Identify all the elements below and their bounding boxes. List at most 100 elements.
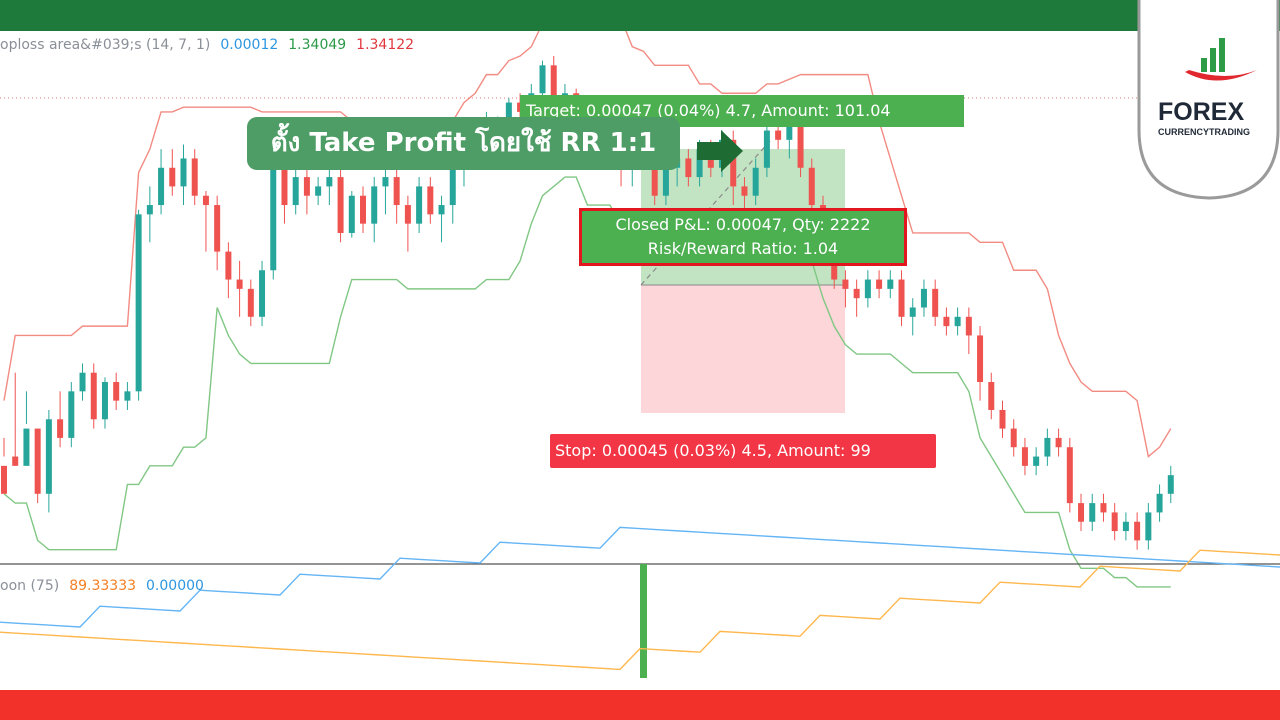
candle-body <box>1145 512 1152 541</box>
candle-body <box>1167 475 1174 494</box>
candle-body <box>999 409 1006 429</box>
candle-body <box>113 382 120 401</box>
candle-body <box>45 419 52 494</box>
candle-body <box>786 121 793 140</box>
closed-pnl-box: Closed P&L: 0.00047, Qty: 2222 Risk/Rewa… <box>579 208 907 266</box>
candle-body <box>651 149 658 196</box>
candle-body <box>348 195 355 233</box>
candle-body <box>404 205 411 224</box>
candle-body <box>371 186 378 224</box>
candle-body <box>281 167 288 206</box>
candle-body <box>1156 493 1163 513</box>
bottom-indicator-value-2: 0.00000 <box>146 578 204 594</box>
candle-body <box>180 158 187 187</box>
upper-band-line <box>3 31 1172 458</box>
top-banner <box>0 0 1280 31</box>
candle-body <box>1111 512 1118 532</box>
candle-body <box>337 177 344 233</box>
candle-body <box>864 279 871 299</box>
candle-body <box>1055 437 1062 448</box>
candle-body <box>12 456 19 466</box>
candle-body <box>550 65 557 103</box>
candle-body <box>730 139 737 187</box>
candle-body <box>1010 428 1017 448</box>
candle-body <box>158 167 165 206</box>
candle-body <box>146 205 153 215</box>
candle-body <box>416 186 423 224</box>
candle-body <box>303 177 310 196</box>
candle-body <box>90 372 97 420</box>
candle-body <box>34 428 41 494</box>
candle-body <box>920 288 927 308</box>
candle-body <box>977 335 984 383</box>
candle-body <box>315 186 322 196</box>
candle-body <box>225 251 232 280</box>
candle-body <box>752 167 759 196</box>
candle-body <box>169 167 176 187</box>
candle-body <box>965 316 972 336</box>
price-chart[interactable] <box>0 31 1280 690</box>
candle-body <box>932 288 939 317</box>
candle-body <box>505 102 512 122</box>
candle-body <box>57 419 64 438</box>
candle-body <box>876 279 883 289</box>
closed-pnl-line: Closed P&L: 0.00047, Qty: 2222 <box>615 215 871 234</box>
candle-body <box>685 158 692 178</box>
candle-body <box>214 205 221 252</box>
candle-body <box>1100 503 1107 513</box>
candle-body <box>539 65 546 94</box>
candle-body <box>382 177 389 187</box>
candle-body <box>1122 521 1129 532</box>
candle-body <box>1066 447 1073 504</box>
stop-zone <box>641 285 845 413</box>
oscillator-orange-line <box>0 549 1280 671</box>
candle-body <box>887 279 894 289</box>
top-indicator-value-2: 1.34049 <box>288 37 347 53</box>
candle-body <box>909 307 916 317</box>
top-indicator-name: oploss area&#039;s (14, 7, 1) <box>0 37 211 53</box>
candle-body <box>326 177 333 187</box>
candle-body <box>954 316 961 327</box>
candle-body <box>79 372 86 392</box>
candle-body <box>797 121 804 168</box>
arrow-right-icon <box>697 130 743 172</box>
candle-body <box>763 130 770 168</box>
candle-body <box>1089 503 1096 522</box>
candle-body <box>1 465 7 494</box>
candle-body <box>427 186 434 215</box>
candle-body <box>1021 447 1028 466</box>
oscillator-blue-line <box>0 526 1280 628</box>
candle-body <box>202 195 209 206</box>
candle-body <box>898 279 905 317</box>
candle-body <box>853 288 860 299</box>
bottom-indicator-legend: oon (75) 89.33333 0.00000 <box>0 578 214 594</box>
risk-reward-line: Risk/Reward Ratio: 1.04 <box>647 239 839 258</box>
candle-body <box>360 195 367 224</box>
logo-subtitle: CURRENCYTRADING <box>1158 127 1250 137</box>
candle-body <box>696 149 703 178</box>
candle-body <box>842 279 849 289</box>
candle-body <box>101 382 108 420</box>
candle-body <box>270 167 277 271</box>
candle-body <box>808 167 815 206</box>
candle-body <box>943 316 950 327</box>
forex-logo <box>1137 0 1280 200</box>
stop-label: Stop: 0.00045 (0.03%) 4.5, Amount: 99 <box>550 434 936 468</box>
candle-body <box>438 205 445 215</box>
candle-body <box>236 279 243 289</box>
candle-body <box>292 177 299 206</box>
candle-body <box>449 167 456 206</box>
lower-band-line <box>3 176 1171 588</box>
bottom-banner <box>0 690 1280 720</box>
candle-body <box>247 288 254 317</box>
top-indicator-value-3: 1.34122 <box>356 37 415 53</box>
candle-body <box>68 391 75 438</box>
candle-body <box>393 177 400 206</box>
take-profit-callout: ตั้ง Take Profit โดยใช้ RR 1:1 <box>247 117 680 170</box>
candle-body <box>135 214 142 392</box>
candle-body <box>1033 456 1040 466</box>
candle-body <box>662 167 669 196</box>
candle-body <box>775 130 782 140</box>
candle-body <box>1078 503 1085 522</box>
candle-body <box>191 158 198 196</box>
